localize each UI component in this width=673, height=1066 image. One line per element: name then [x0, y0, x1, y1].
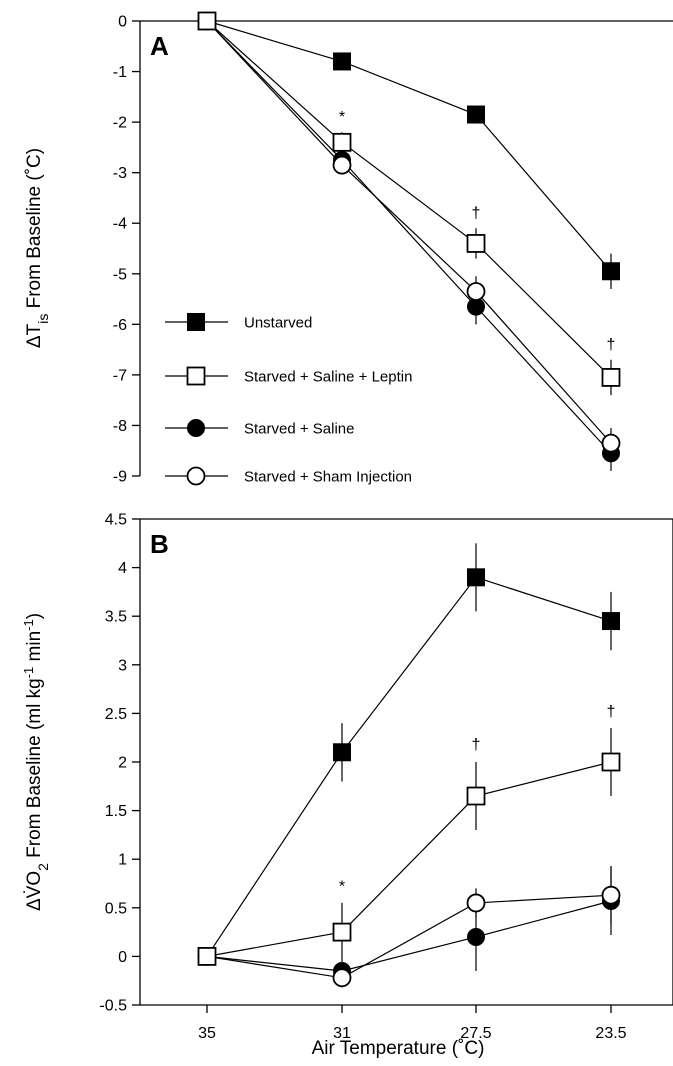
data-point-square-open — [197, 947, 217, 966]
series-line — [206, 20, 612, 444]
y-axis-title: ΔV̇O2 From Baseline (ml kg-1 min-1) — [21, 613, 52, 911]
y-axis-title-text: ΔV̇O — [24, 871, 45, 911]
data-point-square-filled — [333, 743, 351, 762]
data-point-circle-filled — [467, 927, 485, 946]
legend-marker-square-open — [186, 366, 206, 386]
significance-mark: † — [607, 337, 616, 354]
significance-mark: * — [339, 878, 345, 895]
data-point-square-filled — [602, 262, 620, 281]
y-axis-title-subscript: is — [35, 314, 51, 324]
series-line — [206, 761, 612, 957]
y-tick-label: 0 — [118, 14, 127, 31]
y-tick-label: -1 — [113, 64, 127, 81]
y-axis-title-text: ) — [24, 613, 45, 619]
data-point-square-filled — [333, 52, 351, 71]
series-circle-open — [206, 20, 612, 459]
y-tick-label: -9 — [113, 469, 127, 486]
data-point-square-open — [332, 132, 352, 152]
series-square-open — [206, 20, 612, 396]
significance-mark: † — [472, 737, 481, 754]
y-tick-label: -8 — [113, 418, 127, 435]
series-line — [206, 894, 612, 979]
data-point-square-open — [332, 922, 352, 942]
data-point-square-open — [601, 752, 621, 772]
series-circle-filled — [206, 866, 612, 981]
legend-marker-circle-open — [186, 466, 206, 486]
legend-label: Starved + Saline + Leptin — [244, 369, 412, 386]
series-line — [206, 20, 612, 272]
series-line — [206, 900, 612, 972]
y-axis-title-superscript: -1 — [21, 667, 36, 679]
series-line — [206, 20, 612, 378]
data-point-circle-open — [601, 433, 621, 453]
y-tick-label: -5 — [113, 266, 127, 283]
data-point-circle-open — [332, 155, 352, 175]
y-tick-label: -3 — [113, 165, 127, 182]
panel-b: 4.5 4 3.5 3 2.5 2 1.5 1 0.5 0 -0.5 35 31 27.5 23.5 B * † †… — [21, 512, 673, 1059]
y-axis-title-text: From Baseline (˚C) — [24, 148, 45, 314]
significance-mark: † — [472, 205, 481, 222]
series-square-filled — [206, 543, 612, 957]
y-axis-title-subscript: 2 — [35, 863, 51, 871]
y-tick-label: -4 — [113, 216, 127, 233]
y-axis-title-text: min — [24, 631, 45, 667]
y-tick-label: 3 — [118, 657, 127, 674]
y-tick-label: 4.5 — [105, 512, 127, 529]
data-point-square-open — [197, 11, 217, 31]
data-point-circle-open — [601, 885, 621, 905]
y-tick-label: -0.5 — [99, 998, 127, 1015]
series-line — [206, 20, 612, 454]
data-point-circle-open — [466, 893, 486, 913]
data-point-square-filled — [602, 612, 620, 631]
legend: Unstarved Starved + Saline + Leptin Starve… — [165, 313, 412, 486]
y-tick-label: 2.5 — [105, 706, 127, 723]
y-tick-label: 1 — [118, 852, 127, 869]
data-point-square-filled — [467, 568, 485, 587]
x-tick-label: 35 — [198, 1025, 216, 1042]
y-axis-title-text: From Baseline (ml kg — [24, 678, 45, 863]
panel-letter: A — [150, 31, 169, 61]
legend-marker-circle-filled — [187, 419, 205, 437]
x-axis-title: Air Temperature (˚C) — [312, 1038, 485, 1059]
legend-marker-square-filled — [187, 313, 205, 331]
y-tick-label: 1.5 — [105, 803, 127, 820]
series-line — [206, 576, 612, 957]
series-square-filled — [206, 20, 612, 289]
y-tick-label: 2 — [118, 755, 127, 772]
series-circle-open — [206, 866, 612, 988]
data-point-square-open — [466, 234, 486, 253]
legend-label: Starved + Saline — [244, 421, 355, 438]
y-axis-title-text: ΔT — [24, 323, 45, 348]
data-point-square-filled — [467, 105, 485, 124]
data-point-circle-open — [332, 968, 352, 988]
y-tick-label: 3.5 — [105, 609, 127, 626]
y-axis-title-superscript: -1 — [21, 619, 36, 631]
series-square-open — [206, 727, 612, 962]
y-tick-label: 4 — [118, 560, 127, 577]
data-point-circle-open — [466, 282, 486, 301]
data-point-square-open — [601, 368, 621, 387]
significance-mark: * — [339, 109, 345, 126]
y-tick-label: 0 — [118, 949, 127, 966]
y-tick-label: 0.5 — [105, 900, 127, 917]
legend-label: Starved + Sham Injection — [244, 469, 412, 486]
y-axis-title: ΔTis From Baseline (˚C) — [24, 148, 51, 348]
x-tick-label: 31 — [333, 1025, 351, 1042]
y-tick-label: -2 — [113, 115, 127, 132]
y-tick-label: -7 — [113, 367, 127, 384]
panel-a: 0 -1 -2 -3 -4 -5 -6 -7 -8 -9 A * † † ΔTis From Baselin… — [24, 11, 673, 486]
y-tick-label: -6 — [113, 317, 127, 334]
x-tick-label: 27.5 — [460, 1025, 491, 1042]
data-point-square-open — [466, 786, 486, 806]
legend-label: Unstarved — [244, 315, 312, 332]
x-tick-label: 23.5 — [595, 1025, 626, 1042]
significance-mark: † — [607, 703, 616, 720]
panel-letter: B — [150, 529, 169, 559]
